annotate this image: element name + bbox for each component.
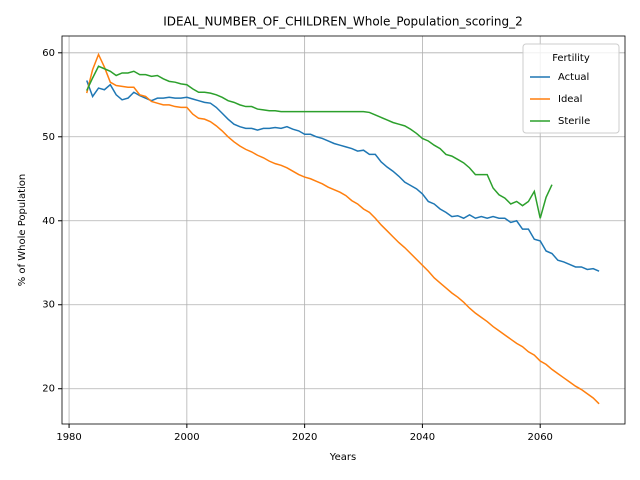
y-tick-label: 60: [42, 48, 55, 59]
plot-frame: [61, 35, 626, 425]
chart-title: IDEAL_NUMBER_OF_CHILDREN_Whole_Populatio…: [163, 15, 523, 29]
data-line: [86, 52, 600, 405]
x-axis-label: Years: [329, 452, 356, 463]
y-tick-label: 40: [42, 216, 55, 227]
legend-label: Sterile: [558, 116, 590, 127]
x-tick-label: 2000: [174, 432, 199, 443]
legend-label: Ideal: [558, 94, 582, 105]
data-line: [86, 80, 600, 272]
x-tick-label: 2020: [292, 432, 317, 443]
x-tick-label: 1980: [56, 432, 81, 443]
x-tick-label: 2060: [527, 432, 552, 443]
data-line: [86, 65, 553, 219]
legend-title: Fertility: [552, 53, 590, 64]
legend-box: [522, 43, 620, 134]
legend-label: Actual: [558, 72, 589, 83]
x-tick-label: 2040: [410, 432, 435, 443]
y-tick-label: 50: [42, 132, 55, 143]
y-axis-label: % of Whole Population: [17, 174, 28, 287]
y-tick-label: 20: [42, 384, 55, 395]
y-tick-label: 30: [42, 300, 55, 311]
